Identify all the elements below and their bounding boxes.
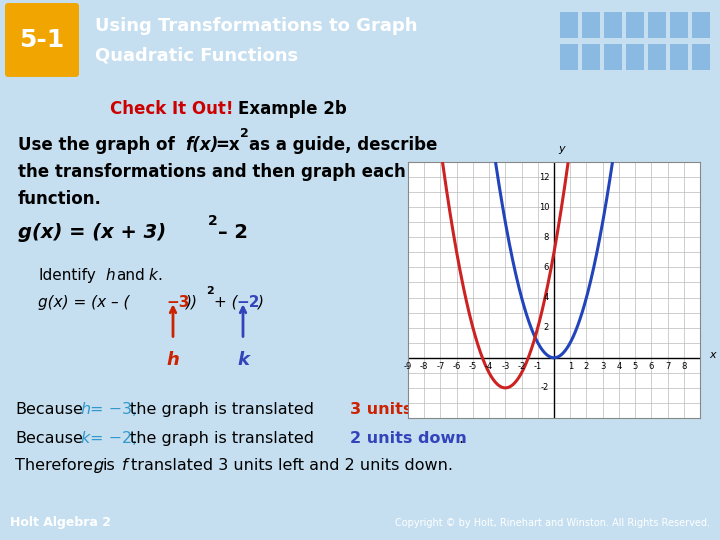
Text: -6: -6 <box>452 361 461 370</box>
Text: -8: -8 <box>420 361 428 370</box>
Text: 4: 4 <box>544 293 549 302</box>
Bar <box>648 44 666 70</box>
Bar <box>692 44 710 70</box>
Text: k: k <box>80 431 89 446</box>
Text: 8: 8 <box>544 233 549 242</box>
Text: 2: 2 <box>584 361 589 370</box>
Text: 3 units left: 3 units left <box>350 402 449 417</box>
Text: Therefore,: Therefore, <box>15 458 98 473</box>
Text: as a guide, describe: as a guide, describe <box>249 136 437 154</box>
Text: Use the graph of: Use the graph of <box>18 136 175 154</box>
Text: 5: 5 <box>632 361 638 370</box>
Bar <box>648 12 666 38</box>
Text: and: and <box>116 268 145 283</box>
Bar <box>560 44 578 70</box>
Text: Copyright © by Holt, Rinehart and Winston. All Rights Reserved.: Copyright © by Holt, Rinehart and Winsto… <box>395 518 710 528</box>
Text: 2 units down: 2 units down <box>350 431 467 446</box>
Bar <box>626 12 644 38</box>
Text: function.: function. <box>18 190 102 207</box>
Bar <box>582 44 600 70</box>
Text: 2: 2 <box>544 323 549 332</box>
Text: -4: -4 <box>485 361 493 370</box>
Text: f: f <box>122 458 127 473</box>
Text: 5-1: 5-1 <box>19 28 65 52</box>
Text: −2: −2 <box>236 295 259 309</box>
Text: 10: 10 <box>539 202 549 212</box>
Text: h: h <box>105 268 114 283</box>
Text: Because: Because <box>15 431 83 446</box>
Text: .: . <box>458 431 463 446</box>
Text: 1: 1 <box>567 361 573 370</box>
Text: 2: 2 <box>240 127 248 140</box>
Text: 6: 6 <box>544 263 549 272</box>
Text: -7: -7 <box>436 361 445 370</box>
Text: y: y <box>558 145 564 154</box>
Text: h: h <box>80 402 90 417</box>
Text: h: h <box>166 350 179 369</box>
Text: =x: =x <box>215 136 240 154</box>
Bar <box>626 44 644 70</box>
Bar <box>670 44 688 70</box>
Text: .: . <box>452 402 457 417</box>
Text: Example 2b: Example 2b <box>238 100 347 118</box>
Text: Because: Because <box>15 402 83 417</box>
Bar <box>670 12 688 38</box>
Text: 12: 12 <box>539 173 549 181</box>
Bar <box>604 12 622 38</box>
Text: Identify: Identify <box>38 268 96 283</box>
Text: g(x) = (x + 3): g(x) = (x + 3) <box>18 223 166 242</box>
Text: )): )) <box>186 295 198 309</box>
Text: 2: 2 <box>208 214 217 228</box>
Text: x: x <box>710 350 716 360</box>
Text: −3: −3 <box>166 295 189 309</box>
Text: = −3,: = −3, <box>90 402 137 417</box>
Bar <box>692 12 710 38</box>
FancyBboxPatch shape <box>5 3 79 77</box>
Bar <box>582 12 600 38</box>
Text: the transformations and then graph each: the transformations and then graph each <box>18 163 406 181</box>
Text: -5: -5 <box>469 361 477 370</box>
Text: + (: + ( <box>214 295 238 309</box>
Text: ): ) <box>258 295 264 309</box>
Text: the graph is translated: the graph is translated <box>130 402 314 417</box>
Text: -3: -3 <box>501 361 510 370</box>
Text: -2: -2 <box>541 383 549 393</box>
Text: 7: 7 <box>665 361 670 370</box>
Text: – 2: – 2 <box>218 223 248 242</box>
Text: -1: -1 <box>534 361 542 370</box>
Text: 2: 2 <box>206 286 214 296</box>
Text: Using Transformations to Graph: Using Transformations to Graph <box>95 17 418 35</box>
Text: Quadratic Functions: Quadratic Functions <box>95 47 298 65</box>
Text: translated 3 units left and 2 units down.: translated 3 units left and 2 units down… <box>131 458 453 473</box>
Bar <box>604 44 622 70</box>
Text: 3: 3 <box>600 361 606 370</box>
Bar <box>560 12 578 38</box>
Text: Check It Out!: Check It Out! <box>110 100 234 118</box>
Text: -2: -2 <box>518 361 526 370</box>
Text: g: g <box>93 458 103 473</box>
Text: .: . <box>157 268 162 283</box>
Text: g(x) = (x – (: g(x) = (x – ( <box>38 295 130 309</box>
Text: the graph is translated: the graph is translated <box>130 431 314 446</box>
Text: = −2,: = −2, <box>90 431 138 446</box>
Text: -9: -9 <box>404 361 412 370</box>
Text: is: is <box>103 458 116 473</box>
Text: 4: 4 <box>616 361 621 370</box>
Text: k: k <box>148 268 157 283</box>
Text: Holt Algebra 2: Holt Algebra 2 <box>10 516 111 529</box>
Text: f(x): f(x) <box>185 136 218 154</box>
Text: 6: 6 <box>649 361 654 370</box>
Text: 8: 8 <box>681 361 686 370</box>
Text: k: k <box>237 350 249 369</box>
